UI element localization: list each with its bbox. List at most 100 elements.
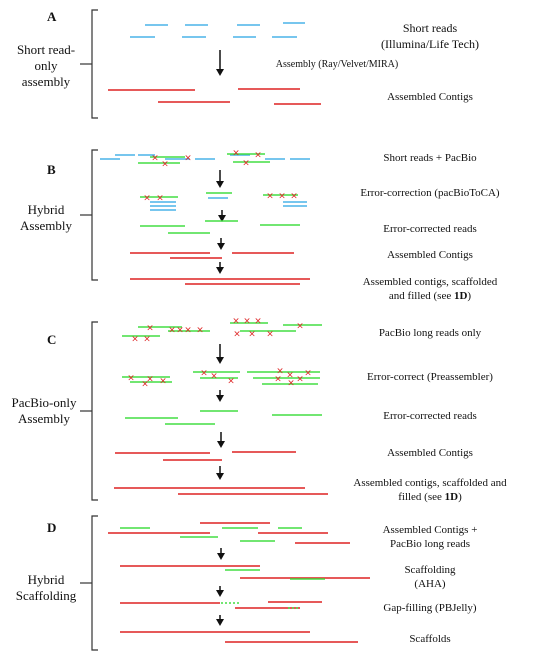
error-mark: ×	[143, 335, 151, 345]
panel-c-title-line-2: Assembly	[18, 411, 70, 426]
panel-d-step-2-line-1: Scaffolding	[404, 564, 456, 576]
error-mark: ×	[274, 375, 282, 385]
arrow-head	[216, 69, 224, 76]
error-mark: ×	[141, 380, 149, 390]
error-mark: ×	[146, 375, 154, 385]
error-mark: ×	[243, 317, 251, 327]
panel-c-step-error-correct: Error-correct (Preassembler)	[367, 371, 493, 383]
panel-c-step-contigs: Assembled Contigs	[387, 447, 473, 459]
section-bracket	[91, 149, 98, 281]
panel-c-title: PacBio-only Assembly	[4, 395, 84, 427]
error-mark: ×	[286, 371, 294, 381]
error-mark: ×	[161, 160, 169, 170]
error-mark: ×	[131, 335, 139, 345]
panel-b-title-line-1: Hybrid	[27, 202, 65, 217]
panel-c-step-scaffolded: Assembled contigs, scaffolded and filled…	[325, 476, 535, 504]
arrow-head	[216, 395, 224, 402]
error-mark: ×	[266, 192, 274, 202]
panel-a-step-assembly: Assembly (Ray/Velvet/MIRA)	[275, 59, 399, 70]
panel-b-step-5-line-2-text: and filled (see	[388, 290, 454, 302]
arrow-head	[216, 181, 224, 188]
error-mark: ×	[296, 322, 304, 332]
panel-a-step-contigs: Assembled Contigs	[387, 91, 473, 103]
panel-d-step-scaffolds: Scaffolds	[409, 633, 451, 645]
panel-a-step-1-line-2: (Illumina/Life Tech)	[381, 37, 479, 51]
arrow-head	[216, 473, 224, 480]
error-mark: ×	[184, 326, 192, 336]
error-mark: ×	[168, 326, 176, 336]
panel-d-step-1-line-1: Assembled Contigs +	[382, 524, 478, 536]
arrow-head	[216, 357, 224, 364]
panel-d-title-line-1: Hybrid	[27, 572, 65, 587]
section-bracket	[91, 515, 98, 651]
panel-c-step-5-ref: 1D	[444, 491, 459, 503]
panel-c-step-5-close: )	[458, 491, 462, 503]
panel-c-step-pacbio-only: PacBio long reads only	[378, 327, 482, 339]
error-mark: ×	[278, 192, 286, 202]
arrow-head	[217, 441, 225, 448]
error-mark: ×	[296, 375, 304, 385]
error-mark: ×	[227, 377, 235, 387]
error-mark: ×	[266, 330, 274, 340]
panel-b-step-5-close: )	[467, 290, 472, 302]
panel-c-step-5-line-2-text: filled (see	[398, 491, 445, 503]
section-bracket	[91, 321, 98, 501]
section-bracket	[91, 9, 98, 119]
arrow-head	[218, 215, 226, 222]
panel-d-step-scaffolding: Scaffolding (AHA)	[340, 563, 520, 591]
panel-b-title: Hybrid Assembly	[8, 202, 84, 234]
panel-a-step-short-reads: Short reads (Illumina/Life Tech)	[350, 20, 510, 52]
panel-d-title: Hybrid Scaffolding	[8, 572, 84, 604]
panel-b-step-corrected-reads: Error-corrected reads	[383, 223, 477, 235]
panel-b-step-5-ref: 1D	[453, 290, 468, 302]
panel-a-title-line-1: Short read-	[16, 42, 76, 57]
error-mark: ×	[196, 326, 204, 336]
panel-d-title-line-2: Scaffolding	[15, 588, 77, 603]
error-mark: ×	[159, 377, 167, 387]
panel-c-step-5-line-2: filled (see 1D)	[325, 490, 535, 504]
panel-d-step-gap-filling: Gap-filling (PBJelly)	[383, 602, 477, 614]
arrow-head	[216, 267, 224, 274]
error-mark: ×	[143, 194, 151, 204]
panel-b-title-line-2: Assembly	[20, 218, 72, 233]
panel-b-step-error-correction: Error-correction (pacBioToCA)	[360, 187, 500, 199]
error-mark: ×	[176, 326, 184, 336]
error-mark: ×	[254, 317, 262, 327]
error-mark: ×	[232, 149, 240, 159]
panel-c-step-5-line-1: Assembled contigs, scaffolded and	[353, 477, 507, 489]
error-mark: ×	[233, 330, 241, 340]
arrow-head	[217, 553, 225, 560]
error-mark: ×	[287, 379, 295, 389]
panel-d-step-1-line-2: PacBio long reads	[389, 538, 471, 550]
panel-a-title: Short read- only assembly	[8, 42, 84, 90]
error-mark: ×	[127, 374, 135, 384]
panel-a-title-line-2: only	[34, 58, 58, 73]
panel-b-step-short-plus-pacbio: Short reads + PacBio	[383, 152, 477, 164]
panel-b-step-5-line-1: Assembled contigs, scaffolded	[362, 276, 498, 288]
error-mark: ×	[276, 367, 284, 377]
error-mark: ×	[232, 317, 240, 327]
error-mark: ×	[242, 159, 250, 169]
panel-c-title-line-1: PacBio-only	[11, 395, 77, 410]
panel-a-title-line-3: assembly	[21, 74, 71, 89]
panel-a-step-1-line-1: Short reads	[402, 21, 458, 35]
error-mark: ×	[254, 151, 262, 161]
arrow-head	[216, 619, 224, 626]
error-mark: ×	[184, 154, 192, 164]
arrow-head	[217, 243, 225, 250]
panel-a-letter: A	[47, 9, 57, 24]
error-mark: ×	[210, 372, 218, 382]
panel-b-step-scaffolded: Assembled contigs, scaffolded and filled…	[330, 275, 530, 303]
error-mark: ×	[146, 324, 154, 334]
error-mark: ×	[248, 330, 256, 340]
panel-d-step-2-line-2: (AHA)	[414, 578, 446, 590]
panel-c-step-corrected-reads: Error-corrected reads	[383, 410, 477, 422]
panel-b-step-contigs: Assembled Contigs	[387, 249, 473, 261]
panel-d-step-contigs-plus-pacbio: Assembled Contigs + PacBio long reads	[340, 523, 520, 551]
error-mark: ×	[290, 192, 298, 202]
panel-b-step-5-line-2: and filled (see 1D)	[330, 289, 530, 303]
panel-c-letter: C	[47, 332, 57, 347]
error-mark: ×	[200, 369, 208, 379]
